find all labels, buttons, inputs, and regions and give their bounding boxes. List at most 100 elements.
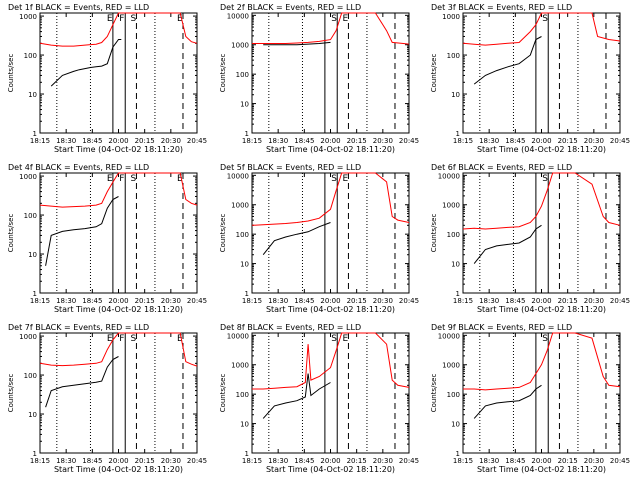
- series-lld-line: [39, 172, 198, 208]
- region-label: E: [342, 14, 348, 24]
- plot-panel-4: Det 4f BLACK = Events, RED = LLD 1 10 100 10…: [7, 163, 207, 314]
- plot-title: Det 5f BLACK = Events, RED = LLD: [220, 163, 361, 172]
- y-tick-label: 10: [240, 261, 249, 269]
- y-tick-label: 10: [240, 101, 249, 109]
- x-tick-label: 18:30: [479, 137, 499, 145]
- y-tick-label: 1: [456, 130, 460, 138]
- plot-panel-7: Det 7f BLACK = Events, RED = LLD 1 10 100 10…: [7, 323, 207, 474]
- y-tick-label: 10: [240, 421, 249, 429]
- y-tick-label: 10: [451, 421, 460, 429]
- y-tick-label: 1000: [442, 13, 460, 21]
- region-label: S: [331, 334, 337, 344]
- x-tick-label: 20:00: [320, 297, 340, 305]
- y-tick-label: 10: [451, 261, 460, 269]
- y-tick-label: 1: [33, 290, 37, 298]
- x-tick-label: 20:00: [531, 457, 551, 465]
- y-tick-label: 1000: [19, 333, 37, 341]
- series-lld-line: [252, 12, 410, 45]
- y-axis-label: Counts/sec: [219, 54, 227, 93]
- y-tick-label: 10: [28, 91, 37, 99]
- x-axis-label: Start Time (04-Oct-02 18:11:20): [54, 465, 183, 474]
- x-tick-label: 20:15: [558, 457, 578, 465]
- y-tick-label: 10000: [227, 172, 249, 180]
- plot-panel-3: Det 3f BLACK = Events, RED = LLD 1 10 100 10…: [430, 3, 630, 154]
- y-tick-label: 100: [236, 71, 249, 79]
- plot-title: Det 9f BLACK = Events, RED = LLD: [431, 323, 572, 332]
- series-lld-line: [252, 332, 410, 390]
- x-axis-label: Start Time (04-Oct-02 18:11:20): [477, 305, 606, 314]
- x-axis-label: Start Time (04-Oct-02 18:11:20): [54, 305, 183, 314]
- x-tick-label: 18:45: [505, 297, 525, 305]
- x-tick-label: 18:30: [268, 297, 288, 305]
- y-axis-label: Counts/sec: [430, 54, 438, 93]
- plot-frame: [251, 172, 410, 294]
- x-tick-label: 20:45: [610, 297, 630, 305]
- y-tick-label: 1: [33, 130, 37, 138]
- x-tick-label: 18:15: [242, 297, 262, 305]
- region-label: S: [130, 334, 136, 344]
- x-tick-label: 18:15: [242, 137, 262, 145]
- x-tick-label: 20:00: [108, 137, 128, 145]
- y-tick-label: 1: [245, 130, 249, 138]
- region-label: S: [542, 14, 548, 24]
- x-axis-label: Start Time (04-Oct-02 18:11:20): [477, 145, 606, 154]
- x-tick-label: 20:30: [161, 137, 181, 145]
- region-label: F: [119, 174, 124, 184]
- y-tick-label: 100: [447, 52, 460, 60]
- y-tick-label: 100: [24, 212, 37, 220]
- x-axis-label: Start Time (04-Oct-02 18:11:20): [266, 465, 395, 474]
- x-tick-label: 20:00: [531, 137, 551, 145]
- series-events-line: [263, 41, 331, 46]
- x-tick-label: 20:00: [108, 457, 128, 465]
- x-tick-label: 18:45: [82, 457, 102, 465]
- y-axis-label: Counts/sec: [7, 54, 15, 93]
- region-label: E: [177, 174, 183, 184]
- plot-title: Det 6f BLACK = Events, RED = LLD: [431, 163, 572, 172]
- region-label: E: [342, 334, 348, 344]
- x-tick-label: 20:30: [373, 137, 393, 145]
- y-tick-label: 10: [28, 411, 37, 419]
- plot-title: Det 1f BLACK = Events, RED = LLD: [8, 3, 149, 12]
- y-tick-label: 10000: [438, 172, 460, 180]
- region-label: E: [107, 14, 113, 24]
- y-tick-label: 1000: [442, 362, 460, 370]
- y-tick-label: 1000: [442, 202, 460, 210]
- y-tick-label: 1000: [231, 202, 249, 210]
- y-tick-label: 100: [447, 391, 460, 399]
- x-tick-label: 18:45: [294, 457, 314, 465]
- series-lld-line: [462, 12, 621, 46]
- x-tick-label: 20:15: [135, 457, 155, 465]
- y-tick-label: 1: [245, 450, 249, 458]
- plot-frame: [462, 332, 621, 454]
- x-tick-label: 18:45: [82, 297, 102, 305]
- y-tick-label: 1000: [231, 362, 249, 370]
- plot-title: Det 3f BLACK = Events, RED = LLD: [431, 3, 572, 12]
- series-events-line: [473, 224, 542, 264]
- region-label: S: [542, 174, 548, 184]
- y-tick-label: 100: [447, 231, 460, 239]
- series-events-line: [473, 36, 542, 85]
- series-lld-line: [463, 332, 621, 391]
- x-tick-label: 18:30: [268, 457, 288, 465]
- y-tick-label: 1000: [19, 173, 37, 181]
- region-label: E: [107, 334, 113, 344]
- region-label: S: [130, 14, 136, 24]
- plot-frame: [39, 332, 198, 454]
- x-tick-label: 20:45: [187, 297, 207, 305]
- x-tick-label: 20:45: [399, 457, 419, 465]
- y-tick-label: 1000: [19, 13, 37, 21]
- x-tick-label: 18:15: [242, 457, 262, 465]
- x-tick-label: 20:00: [320, 457, 340, 465]
- x-tick-label: 18:30: [479, 457, 499, 465]
- x-tick-label: 20:30: [161, 457, 181, 465]
- region-label: S: [331, 14, 337, 24]
- series-events-line: [262, 373, 331, 419]
- x-tick-label: 18:15: [453, 297, 473, 305]
- x-tick-label: 20:15: [347, 297, 367, 305]
- y-axis-label: Counts/sec: [219, 214, 227, 253]
- plot-frame: [251, 332, 410, 454]
- plot-panel-9: Det 9f BLACK = Events, RED = LLD 1 10 100 10…: [430, 323, 630, 474]
- y-tick-label: 100: [236, 391, 249, 399]
- plot-title: Det 2f BLACK = Events, RED = LLD: [220, 3, 361, 12]
